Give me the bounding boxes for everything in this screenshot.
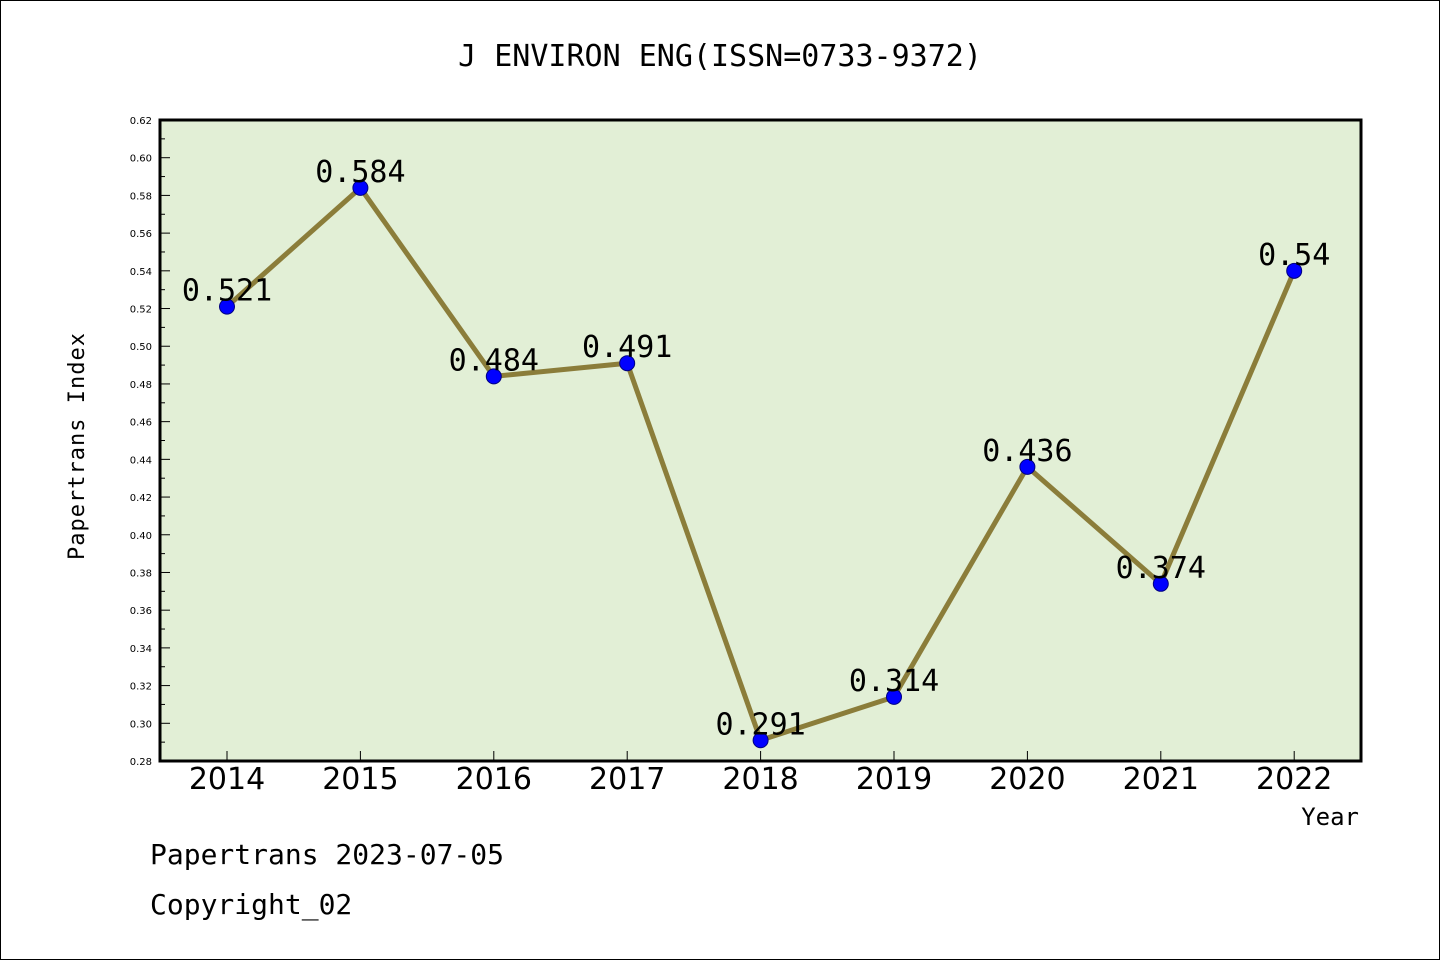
y-tick-label: 0.30 [130,719,152,730]
footer-date: Papertrans 2023-07-05 [150,838,504,871]
y-axis-label: Papertrans Index [65,332,90,560]
y-tick-label: 0.38 [130,568,152,579]
x-tick-label: 2018 [722,762,798,797]
x-tick-label: 2017 [589,762,665,797]
series-markers [219,179,1303,749]
y-tick-label: 0.62 [130,116,152,127]
data-point [752,732,769,749]
data-label: 0.436 [982,434,1072,469]
plot-area [158,118,1363,763]
y-tick-label: 0.50 [130,342,152,353]
data-point [1152,575,1169,592]
y-tick-label: 0.28 [130,757,152,768]
data-point [219,298,235,315]
y-tick-label: 0.58 [130,191,152,202]
y-tick-label: 0.36 [130,606,152,617]
x-tick-label: 2022 [1256,762,1332,797]
data-label: 0.291 [715,707,805,742]
footer-copyright: Copyright_02 [150,888,352,922]
y-axis: 0.28 0.30 0.32 0.34 0.36 0.38 0.40 0.42 0.44 0.46… [130,116,170,768]
x-axis-label: Year [1301,803,1359,831]
x-tick-label: 2016 [456,762,532,797]
data-point [485,368,502,385]
x-tick-label: 2015 [322,762,398,797]
data-label: 0.54 [1258,238,1330,273]
y-tick-label: 0.42 [130,493,152,504]
y-tick-label: 0.40 [130,531,152,542]
y-tick-label: 0.56 [130,229,152,240]
data-point [352,179,369,196]
data-point [1019,458,1036,475]
x-axis: 2014 2015 2016 2017 2018 2019 2020 2021 2022 [189,751,1332,797]
y-tick-label: 0.46 [130,418,152,429]
y-tick-label: 0.34 [130,644,152,655]
x-tick-label: 2019 [856,762,932,797]
y-tick-label: 0.48 [130,380,152,391]
data-label: 0.491 [582,330,672,365]
data-point [1286,262,1303,279]
data-label: 0.521 [182,274,272,309]
data-label: 0.374 [1116,551,1206,586]
data-labels: 0.521 0.584 0.484 0.491 0.291 0.314 0.436 0.374… [182,155,1330,742]
data-point [886,688,902,705]
chart-title: J ENVIRON ENG(ISSN=0733-9372) [458,39,982,74]
data-point [619,355,636,372]
y-tick-label: 0.54 [130,267,152,278]
y-tick-label: 0.60 [130,154,152,165]
x-tick-label: 2014 [189,762,265,797]
x-tick-label: 2020 [989,762,1065,797]
y-tick-label: 0.44 [130,455,152,466]
y-tick-label: 0.32 [130,682,152,693]
x-tick-label: 2021 [1123,762,1199,797]
y-tick-label: 0.52 [130,305,152,316]
data-label: 0.314 [849,664,939,699]
data-label: 0.584 [315,155,405,190]
data-label: 0.484 [449,343,539,378]
